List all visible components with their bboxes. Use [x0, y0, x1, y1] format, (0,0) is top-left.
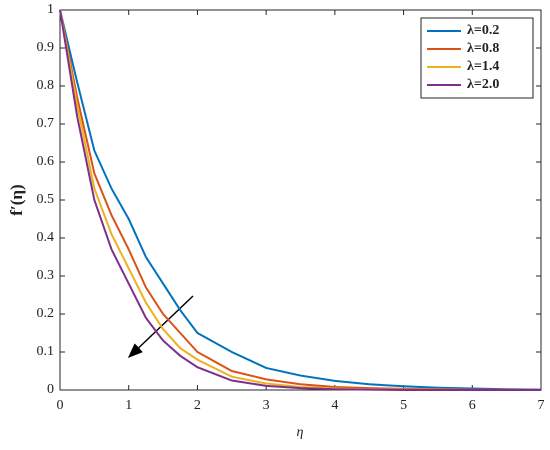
- legend-label: λ=2.0: [467, 77, 499, 92]
- y-tick-label: 0.5: [37, 192, 55, 207]
- y-tick-label: 0.3: [37, 268, 55, 283]
- legend-label: λ=1.4: [467, 59, 499, 74]
- y-tick-label: 1: [47, 2, 54, 17]
- y-tick-label: 0.4: [37, 230, 55, 245]
- y-tick-label: 0.6: [37, 154, 55, 169]
- line-series: [59, 9, 541, 391]
- y-axis-label: f′(η): [7, 184, 26, 215]
- x-tick-label: 1: [125, 398, 132, 413]
- y-tick-label: 0.1: [37, 344, 55, 359]
- x-tick-label: 7: [538, 398, 545, 413]
- x-axis-label: η: [297, 425, 304, 440]
- x-tick-label: 4: [331, 398, 338, 413]
- y-tick-label: 0.9: [37, 40, 55, 55]
- x-tick-label: 6: [469, 398, 476, 413]
- legend-label: λ=0.2: [467, 23, 499, 38]
- y-tick-label: 0.2: [37, 306, 55, 321]
- x-tick-label: 5: [400, 398, 407, 413]
- y-tick-label: 0.8: [37, 78, 55, 93]
- y-tick-label: 0.7: [37, 116, 55, 131]
- x-tick-label: 2: [194, 398, 201, 413]
- x-tick-label: 0: [57, 398, 64, 413]
- y-tick-label: 0: [47, 382, 54, 397]
- legend-label: λ=0.8: [467, 41, 499, 56]
- x-tick-label: 3: [263, 398, 270, 413]
- line-series: [59, 9, 542, 391]
